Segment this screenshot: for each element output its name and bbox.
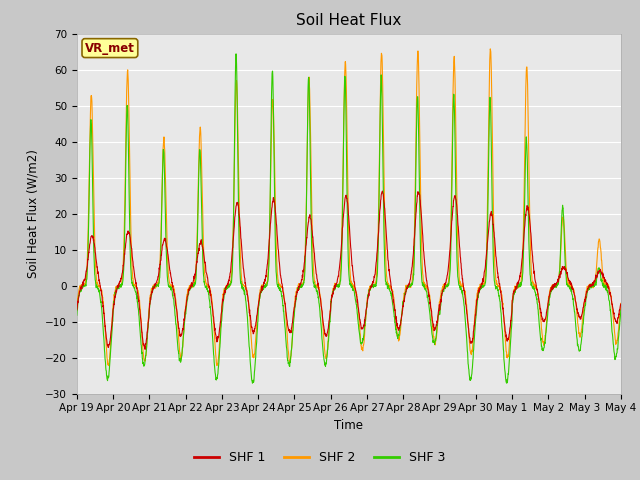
Text: VR_met: VR_met bbox=[85, 42, 135, 55]
Title: Soil Heat Flux: Soil Heat Flux bbox=[296, 13, 401, 28]
Legend: SHF 1, SHF 2, SHF 3: SHF 1, SHF 2, SHF 3 bbox=[189, 446, 451, 469]
Y-axis label: Soil Heat Flux (W/m2): Soil Heat Flux (W/m2) bbox=[27, 149, 40, 278]
X-axis label: Time: Time bbox=[334, 419, 364, 432]
